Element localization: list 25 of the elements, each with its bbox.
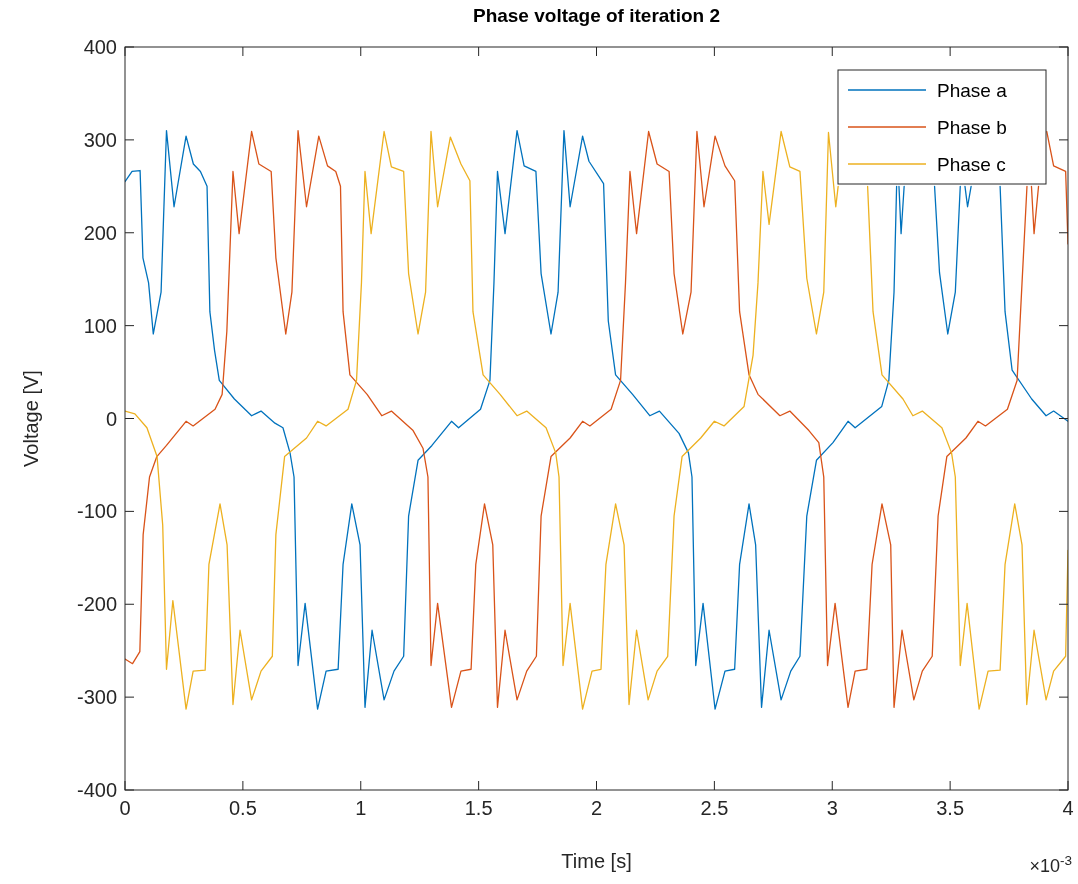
x-tick-label: 1.5 [464, 797, 493, 819]
y-tick-label: -200 [76, 593, 117, 616]
y-tick-label: 200 [83, 221, 117, 244]
text: ×10$^{-3}$ [1029, 852, 1072, 876]
y-tick-label: 300 [83, 128, 117, 151]
x-tick-label: 0 [119, 797, 131, 819]
x-tick-label: 3 [826, 797, 838, 819]
y-tick-label: -300 [76, 686, 117, 709]
x-tick-label: 2 [590, 797, 603, 819]
x-tick-label: 0.5 [228, 797, 257, 819]
x-tick-label: 1 [355, 797, 367, 819]
chart-title: Phase voltage of iteration 2 [472, 5, 721, 26]
y-axis-title: Voltage [V] [20, 370, 42, 467]
y-tick-label: 400 [83, 36, 117, 58]
x-tick-label: 2.5 [700, 797, 729, 819]
x-tick-label: 3.5 [936, 797, 965, 819]
x-tick-label: 4 [1062, 797, 1074, 819]
y-tick-label: -100 [76, 500, 117, 523]
legend-label: Phase a [937, 80, 1008, 101]
y-tick-label: -400 [76, 779, 117, 801]
y-tick-label: 0 [105, 407, 117, 430]
legend-label: Phase c [937, 154, 1006, 175]
legend-label: Phase b [937, 117, 1007, 138]
x-axis-title: Time [s] [561, 850, 632, 872]
y-tick-label: 100 [83, 314, 117, 337]
